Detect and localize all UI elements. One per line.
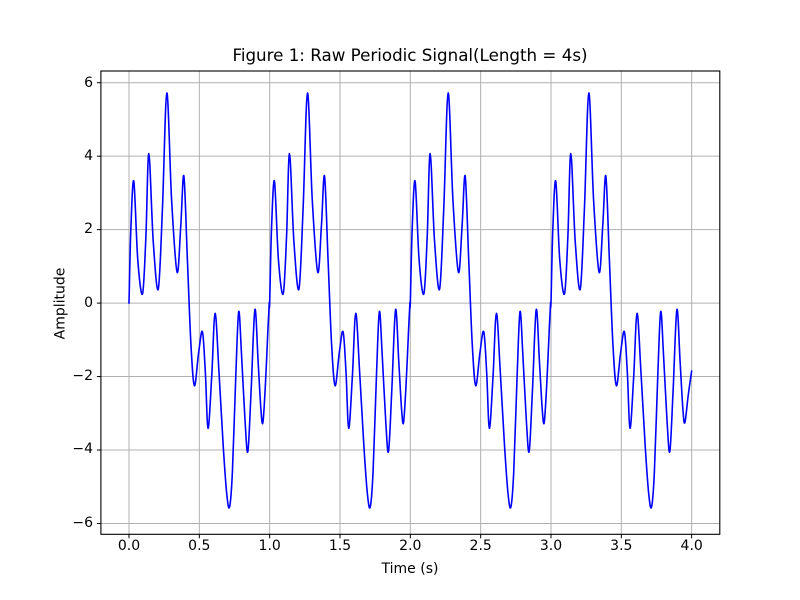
x-tick-label-3: 1.5 (328, 538, 352, 554)
x-tick-label-7: 3.5 (610, 538, 633, 554)
y-tick-label-6: 6 (84, 74, 93, 91)
chart-title: Figure 1: Raw Periodic Signal(Length = 4… (232, 45, 588, 65)
axes-frame (100, 70, 721, 535)
x-tick-label-4: 2.0 (399, 538, 422, 554)
x-axis-label: Time (s) (381, 561, 439, 577)
y-tick-label-2: −2 (72, 367, 93, 384)
x-tick-label-8: 4.0 (680, 538, 703, 554)
x-tick-label-0: 0.0 (117, 538, 141, 554)
y-tick-label-4: 2 (84, 221, 93, 238)
y-tick-label-1: −4 (72, 441, 93, 458)
y-tick-label-0: −6 (72, 514, 93, 531)
y-tick-label-5: 4 (84, 147, 93, 164)
x-tick-label-1: 0.5 (188, 538, 211, 554)
x-tick-label-5: 2.5 (469, 538, 492, 554)
x-tick-label-6: 3.0 (539, 538, 563, 554)
y-tick-label-3: 0 (84, 294, 93, 311)
signal-line (128, 92, 693, 509)
x-tick-label-2: 1.0 (258, 538, 281, 554)
